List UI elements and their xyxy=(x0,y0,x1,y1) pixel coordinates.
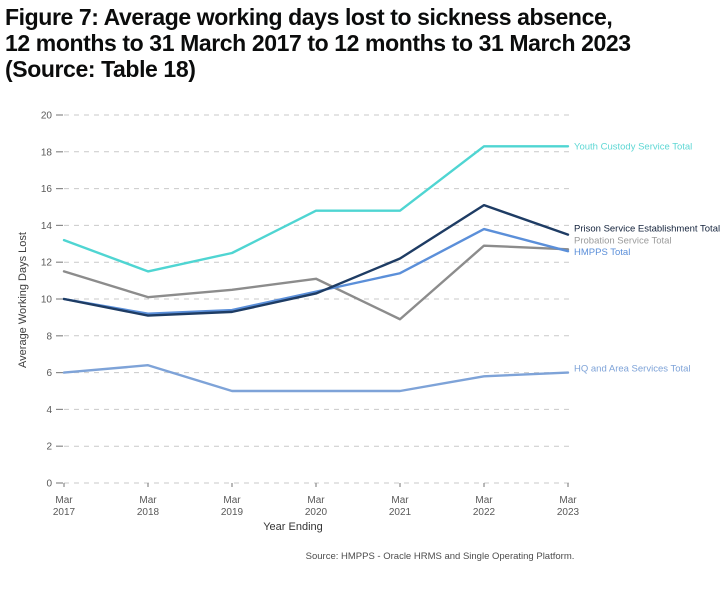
x-tick-label: 2018 xyxy=(137,507,160,518)
series-label-youth-custody-service-total: Youth Custody Service Total xyxy=(574,142,692,153)
x-tick-label: 2021 xyxy=(389,507,412,518)
y-tick-label: 6 xyxy=(46,368,52,379)
y-tick-label: 18 xyxy=(41,147,53,158)
x-axis-title: Year Ending xyxy=(263,521,323,533)
y-axis-title: Average Working Days Lost xyxy=(17,232,29,368)
x-tick-label: Mar xyxy=(559,495,577,506)
series-line-hq-and-area-services-total xyxy=(62,364,570,393)
series-line-hmpps-total xyxy=(62,227,570,315)
chart-source-note: Source: HMPPS - Oracle HRMS and Single O… xyxy=(306,551,575,562)
gridlines: 0 2 4 6 8 10 12 14 16 18 20 xyxy=(41,111,570,490)
x-tick-label: 2020 xyxy=(305,507,328,518)
y-tick-label: 14 xyxy=(41,221,53,232)
series-line-youth-custody-service-total xyxy=(62,145,570,273)
x-tick-label: Mar xyxy=(391,495,409,506)
y-tick-label: 8 xyxy=(46,331,52,342)
x-tick-label: Mar xyxy=(307,495,325,506)
x-tick-label: Mar xyxy=(139,495,157,506)
series-label-prison-service-establishment-total: Prison Service Establishment Total xyxy=(574,224,720,235)
x-tick-label: 2023 xyxy=(557,507,580,518)
x-tick-label: 2017 xyxy=(53,507,76,518)
x-tick-label: 2019 xyxy=(221,507,244,518)
series-label-hmpps-total: HMPPS Total xyxy=(574,247,630,258)
y-tick-label: 4 xyxy=(46,405,52,416)
figure-title-line1: Figure 7: Average working days lost to s… xyxy=(5,4,613,30)
figure-title-line3: (Source: Table 18) xyxy=(5,56,196,82)
x-tick-label: Mar xyxy=(55,495,73,506)
y-tick-label: 16 xyxy=(41,184,53,195)
x-tick-label: Mar xyxy=(475,495,493,506)
figure-title-line2: 12 months to 31 March 2017 to 12 months … xyxy=(5,30,631,56)
x-tick-label: Mar xyxy=(223,495,241,506)
y-tick-label: 12 xyxy=(41,258,53,269)
figure-title: Figure 7: Average working days lost to s… xyxy=(5,4,723,82)
series-end-labels: Youth Custody Service Total Prison Servic… xyxy=(574,142,720,375)
y-tick-label: 20 xyxy=(41,111,53,122)
y-tick-label: 10 xyxy=(41,295,53,306)
y-tick-label: 0 xyxy=(46,479,52,490)
series-line-probation-service-total xyxy=(62,244,570,321)
y-tick-label: 2 xyxy=(46,442,52,453)
series-line-prison-service-establishment-total xyxy=(62,203,570,317)
x-tick-label: 2022 xyxy=(473,507,496,518)
series-label-hq-and-area-services-total: HQ and Area Services Total xyxy=(574,364,691,375)
x-axis-ticks: Mar2017Mar2018Mar2019Mar2020Mar2021Mar20… xyxy=(53,483,580,518)
series-label-probation-service-total: Probation Service Total xyxy=(574,236,672,247)
data-series xyxy=(62,145,570,393)
